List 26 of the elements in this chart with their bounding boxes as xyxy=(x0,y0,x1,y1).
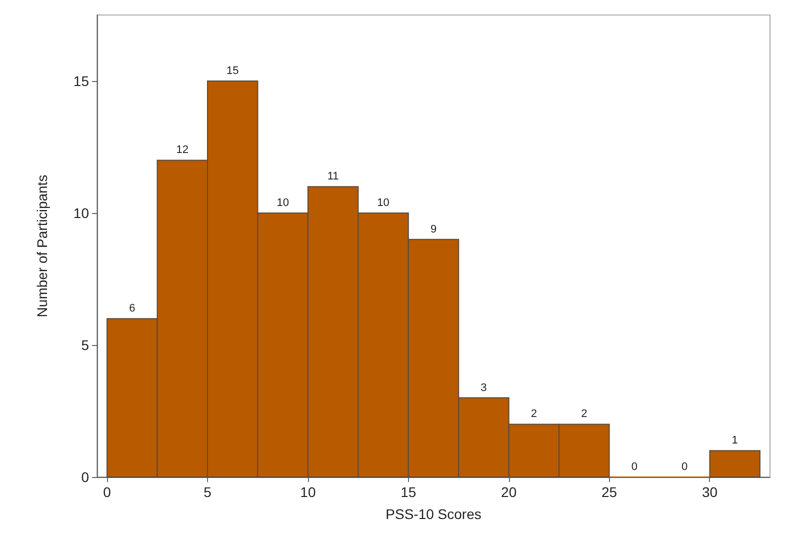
data-label: 10 xyxy=(276,197,289,209)
x-tick-label: 5 xyxy=(204,484,212,500)
data-label: 2 xyxy=(581,408,588,420)
data-label: 10 xyxy=(377,197,390,209)
data-label: 15 xyxy=(226,65,239,77)
y-tick-label: 10 xyxy=(73,205,90,221)
y-tick-label: 0 xyxy=(81,469,90,485)
x-tick-label: 10 xyxy=(300,484,316,500)
x-tick-label: 20 xyxy=(501,484,517,500)
x-tick-label: 25 xyxy=(601,484,618,500)
y-tick-label: 5 xyxy=(81,337,90,353)
data-label: 0 xyxy=(682,461,688,473)
data-label: 6 xyxy=(129,302,136,315)
x-tick-label: 0 xyxy=(103,484,112,500)
data-label: 9 xyxy=(430,223,437,236)
data-label: 2 xyxy=(530,408,538,420)
y-axis-title: Number of Participants xyxy=(34,174,50,318)
y-tick-label: 15 xyxy=(73,73,90,89)
data-label: 3 xyxy=(480,382,487,394)
data-label: 12 xyxy=(176,144,189,156)
data-label: 11 xyxy=(327,170,339,183)
x-axis-title: PSS-10 Scores xyxy=(386,506,482,522)
x-tick-label: 15 xyxy=(400,484,416,500)
data-label: 1 xyxy=(732,434,738,447)
x-tick-label: 30 xyxy=(702,484,718,500)
data-label: 0 xyxy=(631,461,638,473)
